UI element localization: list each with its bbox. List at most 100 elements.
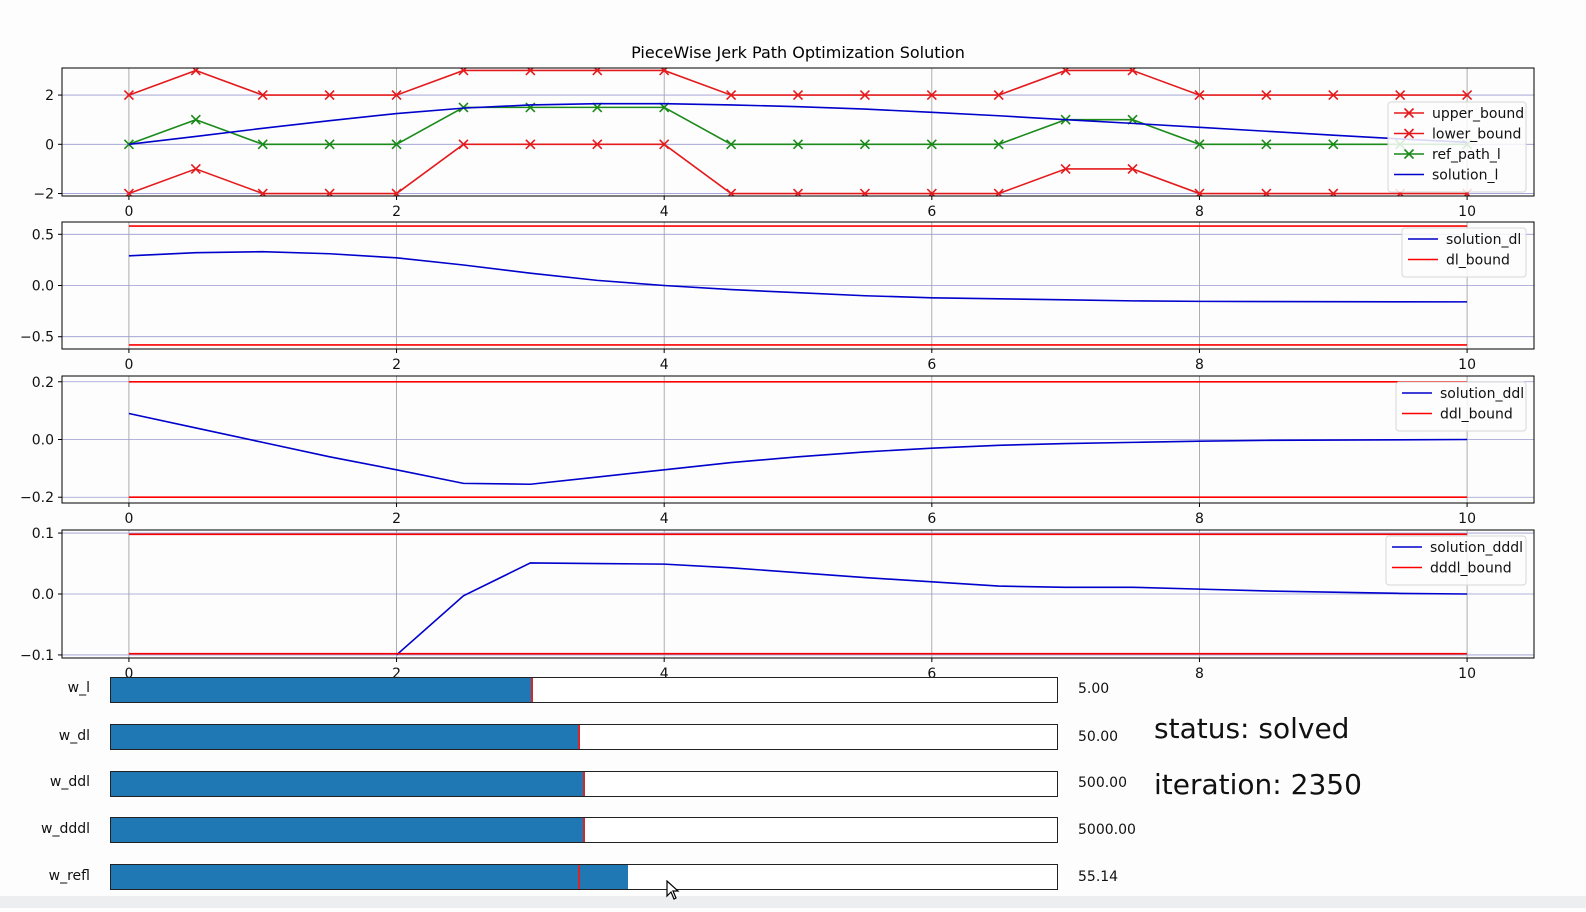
subplot-4: 0 2 4 6 8 10 −0.1 0.0 0.1 solution_dddl dddl_bound xyxy=(20,526,1535,682)
legend-label: solution_dl xyxy=(1446,232,1521,248)
x-tick-label: 4 xyxy=(660,204,669,220)
y-tick-label: 0.0 xyxy=(32,279,54,295)
legend-marker xyxy=(1403,128,1415,139)
axes-frame xyxy=(61,529,1535,659)
data-point-upper_bound xyxy=(726,90,737,101)
slider-track-w-dddl[interactable] xyxy=(110,817,1058,843)
slider-value: 50.00 xyxy=(1078,729,1119,745)
x-tick-label: 8 xyxy=(1195,204,1204,220)
legend: solution_ddl ddl_bound xyxy=(1395,381,1527,432)
x-tick-label: 10 xyxy=(1458,204,1476,220)
data-point-ref_path_l xyxy=(324,139,335,150)
legend-label: dddl_bound xyxy=(1430,561,1512,577)
data-point-ref_path_l xyxy=(792,139,804,150)
x-tick-label: 6 xyxy=(927,357,936,373)
slider-label: w_dddl xyxy=(41,821,90,837)
legend-label: solution_l xyxy=(1432,168,1498,184)
legend-label: ddl_bound xyxy=(1440,407,1513,423)
data-point-ref_path_l xyxy=(257,139,268,150)
slider-initial-marker xyxy=(583,772,585,796)
y-tick-label: 0.1 xyxy=(32,526,54,542)
slider-track-w-l[interactable] xyxy=(110,677,1058,703)
x-tick-label: 0 xyxy=(124,511,133,527)
data-point-upper_bound xyxy=(257,90,268,101)
data-point-lower_bound xyxy=(190,163,201,174)
data-point-lower_bound xyxy=(993,188,1004,196)
data-point-upper_bound xyxy=(993,90,1004,101)
data-point-upper_bound xyxy=(1194,90,1205,101)
x-tick-label: 0 xyxy=(124,666,133,682)
slider-fill xyxy=(111,818,584,842)
slider-initial-marker xyxy=(578,725,581,749)
legend-label: dl_bound xyxy=(1446,253,1510,269)
legend: upper_bound lower_bound ref_path_l solution… xyxy=(1387,101,1527,193)
x-tick-label: 6 xyxy=(927,204,936,220)
slider-label: w_dl xyxy=(58,728,90,744)
data-point-lower_bound xyxy=(926,188,937,196)
figure-title: PieceWise Jerk Path Optimization Solutio… xyxy=(631,43,965,62)
data-point-ref_path_l xyxy=(391,139,402,150)
data-point-upper_bound xyxy=(592,68,603,76)
series-line-upper_bound xyxy=(128,69,1468,96)
y-tick-label: 0.5 xyxy=(32,227,54,243)
data-point-lower_bound xyxy=(458,139,469,150)
x-tick-label: 10 xyxy=(1458,666,1476,682)
axes-frame xyxy=(61,67,1535,197)
series-line-solution_l xyxy=(128,102,1468,146)
axes-frame xyxy=(61,375,1535,504)
slider-label: w_ddl xyxy=(49,774,90,790)
window-bottom-edge xyxy=(0,896,1586,908)
slider-initial-marker xyxy=(530,678,533,702)
status-text: status: solved xyxy=(1154,712,1350,745)
data-point-lower_bound xyxy=(592,139,603,150)
y-tick-label: 0.0 xyxy=(32,433,54,449)
slider-track-w-ddl[interactable] xyxy=(110,771,1058,797)
x-tick-label: 8 xyxy=(1195,357,1204,373)
x-tick-label: 2 xyxy=(392,511,401,527)
mouse-cursor-icon xyxy=(666,880,680,900)
data-point-upper_bound xyxy=(391,90,402,101)
data-point-ref_path_l xyxy=(726,139,737,150)
slider-fill xyxy=(111,772,584,796)
data-point-lower_bound xyxy=(859,188,870,196)
data-point-lower_bound xyxy=(257,188,268,196)
data-point-upper_bound xyxy=(190,68,201,76)
legend-box xyxy=(1385,535,1527,586)
x-tick-label: 4 xyxy=(660,511,669,527)
data-point-lower_bound xyxy=(1194,188,1205,196)
legend-marker xyxy=(1403,148,1415,160)
legend-box xyxy=(1387,101,1527,193)
series-line-solution_dl xyxy=(128,250,1468,303)
series-line-solution_dddl xyxy=(396,562,1468,656)
data-point-upper_bound xyxy=(1060,68,1071,76)
y-tick-label: 2 xyxy=(45,88,54,104)
slider-track-w-refl[interactable] xyxy=(110,864,1058,890)
y-tick-label: 0.0 xyxy=(32,587,54,603)
series-group xyxy=(123,68,1473,196)
x-tick-label: 8 xyxy=(1195,666,1204,682)
slider-track-w-dl[interactable] xyxy=(110,724,1058,750)
legend-label: ref_path_l xyxy=(1432,147,1501,163)
series-line-ref_path_l xyxy=(128,106,1468,146)
series-group xyxy=(128,225,1468,346)
data-point-ref_path_l xyxy=(993,139,1004,150)
data-point-lower_bound xyxy=(1261,188,1272,196)
data-point-upper_bound xyxy=(1395,90,1406,101)
y-tick-label: −0.2 xyxy=(20,490,54,506)
x-tick-label: 6 xyxy=(927,511,936,527)
y-tick-label: −2 xyxy=(33,187,54,203)
slider-initial-marker xyxy=(578,865,581,889)
data-point-ref_path_l xyxy=(1261,139,1272,150)
legend: solution_dddl dddl_bound xyxy=(1385,535,1527,586)
slider-label: w_refl xyxy=(48,868,90,884)
x-tick-label: 8 xyxy=(1195,511,1204,527)
data-point-upper_bound xyxy=(1462,90,1473,101)
slider-label: w_l xyxy=(67,680,90,696)
slider-value: 500.00 xyxy=(1078,775,1127,791)
legend-label: upper_bound xyxy=(1432,106,1524,122)
data-point-ref_path_l xyxy=(190,114,201,125)
data-point-ref_path_l xyxy=(859,139,870,150)
x-tick-label: 10 xyxy=(1458,511,1476,527)
data-point-lower_bound xyxy=(1060,163,1071,174)
